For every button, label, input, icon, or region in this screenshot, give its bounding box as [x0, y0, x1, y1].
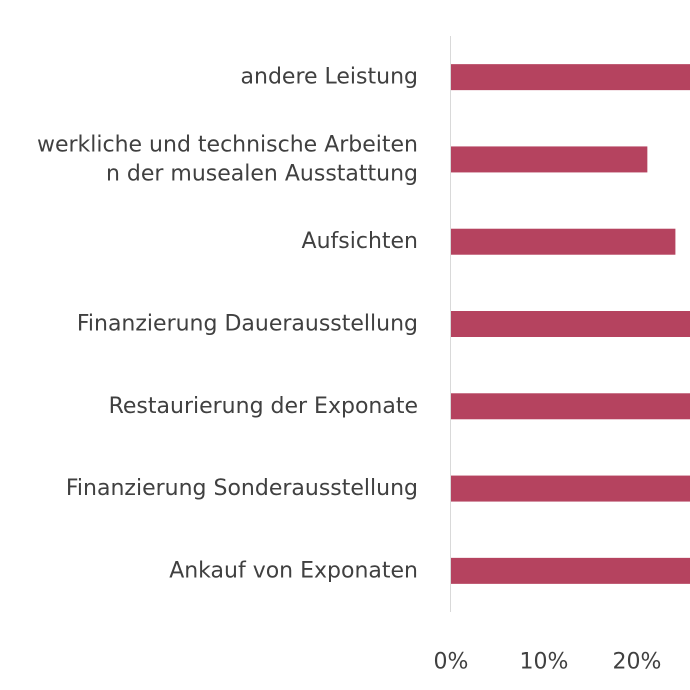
x-tick-label: 0% [434, 650, 469, 675]
category-label: Finanzierung Dauerausstellung [77, 312, 418, 337]
bar [451, 475, 690, 502]
category-label: n der musealen Ausstattung [106, 161, 418, 186]
x-tick-label: 20% [613, 650, 662, 675]
category-label: andere Leistung [241, 65, 418, 90]
bar [451, 64, 690, 91]
category-label: werkliche und technische Arbeiten [37, 132, 418, 157]
category-label: Restaurierung der Exponate [109, 394, 418, 419]
category-label: Finanzierung Sonderausstellung [66, 476, 418, 501]
bar [451, 146, 648, 173]
category-label: Ankauf von Exponaten [169, 558, 418, 583]
category-label: Aufsichten [302, 229, 418, 254]
x-tick-label: 10% [520, 650, 569, 675]
bar [451, 393, 690, 420]
bar [451, 228, 676, 255]
bar [451, 311, 690, 337]
bar [451, 557, 690, 584]
